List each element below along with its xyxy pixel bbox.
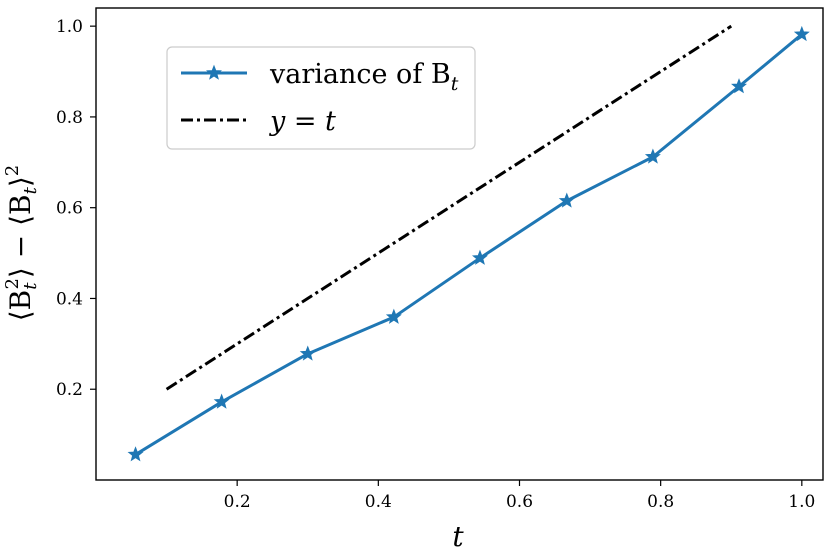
- y-tick-label-4: 1.0: [56, 17, 83, 37]
- series-0-point-7: [731, 78, 747, 94]
- legend: variance of Bt y = t: [166, 46, 476, 150]
- series-0-point-1: [213, 393, 230, 409]
- y-tick-label-1: 0.4: [56, 289, 83, 309]
- x-axis-label: t: [452, 520, 464, 553]
- series-0-point-2: [299, 345, 316, 361]
- y-label-sub1: t: [20, 282, 41, 290]
- plot-content: [127, 24, 810, 462]
- y-tick-label-2: 0.6: [56, 199, 83, 219]
- y-tick-label-3: 0.8: [56, 108, 83, 128]
- y-label-middle: ⟩ − ⟨B: [4, 194, 37, 278]
- legend-label-series-0: variance of Bt: [269, 59, 459, 95]
- legend-label-series-0-sub: t: [451, 73, 459, 95]
- y-label-sup1: 2: [2, 278, 23, 289]
- x-tick-label-0: 0.2: [224, 492, 251, 512]
- series-0-point-3: [385, 308, 402, 324]
- y-label-sub2: t: [20, 186, 41, 194]
- legend-label-series-1: y = t: [269, 106, 336, 137]
- legend-marker-series-0: [206, 64, 222, 80]
- y-axis-ticks: 0.2 0.4 0.6 0.8 1.0: [56, 17, 96, 400]
- x-axis-ticks: 0.2 0.4 0.6 0.8 1.0: [224, 480, 815, 512]
- series-0-point-4: [471, 249, 488, 265]
- x-tick-label-2: 0.6: [506, 492, 533, 512]
- series-line-1: [165, 24, 733, 391]
- series-0-point-6: [644, 148, 661, 164]
- y-label-sup2: 2: [2, 165, 23, 176]
- plot-frame: [95, 7, 824, 481]
- x-tick-label-4: 1.0: [788, 492, 815, 512]
- series-0-point-5: [558, 192, 575, 208]
- y-label-open: ⟨B: [4, 290, 37, 322]
- series-0-point-0: [127, 446, 144, 462]
- x-tick-label-3: 0.8: [647, 492, 674, 512]
- y-axis-label: ⟨Bt2⟩ − ⟨Bt⟩2: [2, 165, 41, 322]
- y-tick-label-0: 0.2: [56, 380, 83, 400]
- series-0-point-8: [793, 25, 810, 42]
- y-label-close: ⟩: [4, 176, 37, 187]
- x-tick-label-1: 0.4: [365, 492, 392, 512]
- legend-label-series-0-main: variance of B: [269, 59, 451, 90]
